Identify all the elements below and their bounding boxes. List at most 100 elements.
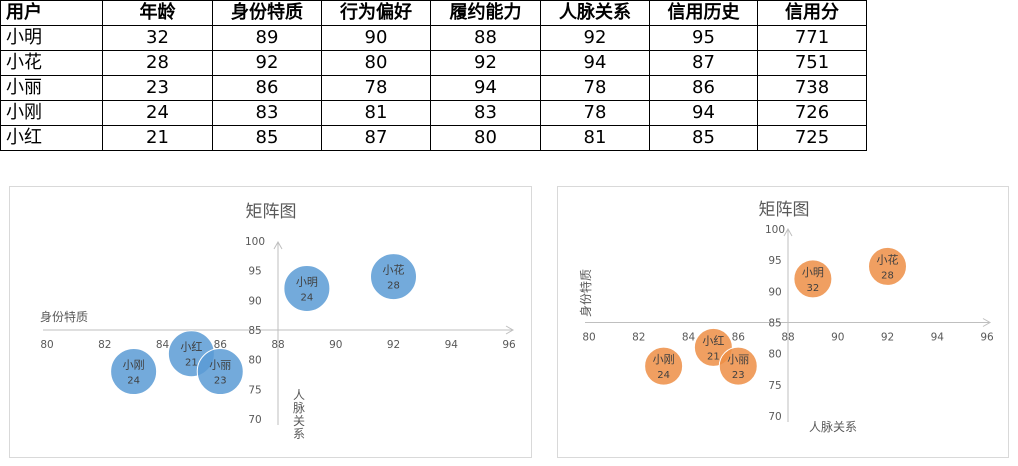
- cell-user: 小明: [0, 25, 103, 51]
- x-tick-label: 94: [931, 332, 945, 344]
- y-tick-label: 95: [248, 266, 261, 278]
- cell-user: 小刚: [0, 100, 103, 126]
- table-cell: 726: [757, 100, 867, 126]
- y-tick-label: 80: [768, 349, 781, 361]
- header-score: 信用分: [757, 0, 867, 26]
- chart-panel-2: 矩阵图 80 82 84 86 88 90 92 94 96 70 75 80 85 90 95 100 小明 32…: [557, 186, 1009, 458]
- bubble-name-label: 小明: [802, 266, 824, 279]
- x-tick-label: 90: [831, 332, 844, 344]
- bubble-name-label: 小刚: [653, 353, 675, 366]
- bubble-value-label: 28: [387, 281, 400, 292]
- x-tick-label: 80: [582, 332, 595, 344]
- table-cell: 83: [212, 100, 322, 126]
- bubble-value-label: 23: [214, 376, 227, 387]
- y-tick-label: 90: [768, 286, 781, 298]
- table-cell: 24: [102, 100, 213, 126]
- bubble-小花: [370, 253, 417, 301]
- table-cell: 94: [649, 100, 758, 126]
- header-behavior: 行为偏好: [321, 0, 431, 26]
- table-cell: 86: [212, 75, 322, 101]
- x-tick-label: 88: [781, 332, 794, 344]
- chart-title: 矩阵图: [246, 202, 297, 222]
- table-cell: 751: [757, 50, 867, 76]
- header-identity: 身份特质: [212, 0, 322, 26]
- table-cell: 94: [540, 50, 650, 76]
- y-tick-label: 100: [765, 224, 785, 236]
- y-tick-label: 85: [768, 318, 781, 330]
- bubble-小明: [793, 259, 833, 299]
- bubble-小丽: [718, 346, 758, 386]
- table-cell: 738: [757, 75, 867, 101]
- y-tick-label: 90: [248, 295, 261, 307]
- header-age: 年龄: [102, 0, 213, 26]
- table-row: 小丽 23 86 78 94 78 86 738: [0, 75, 867, 101]
- y-axis-arrow: [273, 240, 283, 250]
- x-tick-label: 84: [156, 339, 170, 351]
- bubble-value-label: 24: [127, 376, 140, 387]
- table-row: 小刚 24 83 81 83 78 94 726: [0, 100, 867, 126]
- bubble-name-label: 小花: [383, 264, 405, 277]
- table-row: 小红 21 85 87 80 81 85 725: [0, 125, 867, 151]
- y-tick-label: 70: [248, 414, 261, 426]
- table-cell: 725: [757, 125, 867, 151]
- cell-user: 小花: [0, 50, 103, 76]
- x-axis-arrow: [505, 325, 515, 335]
- y-axis-arrow: [783, 227, 793, 237]
- table-cell: 88: [430, 25, 541, 51]
- header-performance: 履约能力: [430, 0, 541, 26]
- x-tick-label: 94: [445, 339, 459, 351]
- x-tick-label: 82: [98, 339, 111, 351]
- bubble-value-label: 21: [185, 358, 198, 369]
- bubble-value-label: 23: [732, 370, 745, 381]
- table-cell: 83: [430, 100, 541, 126]
- bubble-value-label: 24: [657, 370, 670, 381]
- table-row: 小花 28 92 80 92 94 87 751: [0, 50, 867, 76]
- y-tick-label: 80: [248, 355, 261, 367]
- table-cell: 21: [102, 125, 213, 151]
- x-tick-label: 86: [214, 339, 228, 351]
- table-cell: 86: [649, 75, 758, 101]
- x-tick-label: 92: [387, 339, 400, 351]
- data-table: 用户 年龄 身份特质 行为偏好 履约能力 人脉关系 信用历史 信用分 小明 32 8…: [0, 0, 867, 151]
- bubble-name-label: 小刚: [123, 359, 145, 372]
- chart-title: 矩阵图: [759, 200, 810, 220]
- bubble-chart-1: 矩阵图 80 82 84 86 88 90 92 94 96 70 75 80 85 90 95 100 小明 24…: [40, 202, 516, 441]
- table-cell: 28: [102, 50, 213, 76]
- x-tick-label: 90: [329, 339, 342, 351]
- y-axis-title-char: 人: [293, 388, 305, 402]
- table-cell: 80: [321, 50, 431, 76]
- y-axis-title-char: 系: [293, 427, 305, 441]
- bubble-name-label: 小花: [877, 253, 899, 266]
- table-row: 小明 32 89 90 88 92 95 771: [0, 25, 867, 51]
- bubble-name-label: 小丽: [727, 353, 749, 366]
- bubble-小刚: [110, 348, 158, 396]
- bubble-chart-2: 矩阵图 80 82 84 86 88 90 92 94 96 70 75 80 85 90 95 100 小明 32…: [578, 200, 994, 434]
- bubble-小明: [283, 264, 331, 312]
- y-tick-label: 95: [768, 255, 781, 267]
- table-cell: 78: [321, 75, 431, 101]
- table-cell: 87: [649, 50, 758, 76]
- x-tick-label: 80: [40, 339, 53, 351]
- cell-user: 小红: [0, 125, 103, 151]
- table-cell: 92: [212, 50, 322, 76]
- x-axis-title: 人脉关系: [809, 419, 857, 434]
- table-cell: 94: [430, 75, 541, 101]
- table-cell: 81: [321, 100, 431, 126]
- bubble-name-label: 小明: [296, 275, 318, 288]
- y-tick-label: 100: [245, 236, 265, 248]
- bubble-value-label: 32: [807, 283, 820, 294]
- table-cell: 32: [102, 25, 213, 51]
- bubble-value-label: 21: [707, 351, 720, 362]
- x-tick-label: 84: [682, 332, 696, 344]
- bubble-小刚: [644, 346, 684, 386]
- table-cell: 80: [430, 125, 541, 151]
- bubble-name-label: 小丽: [209, 359, 231, 372]
- header-connections: 人脉关系: [540, 0, 650, 26]
- table-header-row: 用户 年龄 身份特质 行为偏好 履约能力 人脉关系 信用历史 信用分: [0, 0, 867, 26]
- table-cell: 90: [321, 25, 431, 51]
- x-axis-title: 身份特质: [40, 309, 88, 324]
- x-tick-label: 92: [881, 332, 894, 344]
- table-cell: 78: [540, 75, 650, 101]
- table-cell: 85: [212, 125, 322, 151]
- table-cell: 89: [212, 25, 322, 51]
